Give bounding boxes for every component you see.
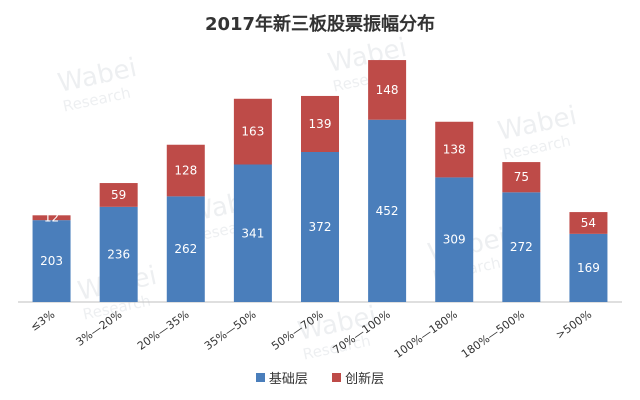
bar-base	[569, 233, 608, 302]
bar-innovation	[502, 162, 541, 193]
bar-innovation	[569, 212, 608, 234]
chart-title: 2017年新三板股票振幅分布	[204, 14, 436, 35]
bar-base	[99, 206, 138, 302]
data-label: 236	[107, 247, 130, 261]
legend-item-base: 基础层	[255, 368, 308, 387]
data-label: 138	[443, 143, 466, 157]
data-label: 262	[174, 242, 197, 256]
data-label: 12	[44, 211, 59, 225]
bar-innovation	[99, 183, 138, 207]
data-label: 372	[309, 220, 332, 234]
bar-base	[32, 220, 71, 302]
x-tick-label: ≤3%	[28, 308, 57, 334]
bar-innovation	[368, 60, 407, 120]
data-label: 128	[174, 164, 197, 178]
data-label: 75	[514, 170, 529, 184]
bar-base	[368, 119, 407, 302]
data-label: 54	[581, 216, 596, 230]
bar-innovation	[233, 98, 272, 165]
legend-swatch-base	[255, 373, 265, 382]
legend-label-base: 基础层	[268, 372, 308, 387]
bar-base	[502, 192, 541, 302]
x-tick-label: 180%—500%	[459, 308, 527, 361]
data-label: 163	[241, 125, 264, 139]
x-tick-label: 35%—50%	[202, 308, 259, 353]
legend-item-innovation: 创新层	[332, 368, 384, 387]
legend: 基础层 创新层	[0, 368, 640, 387]
bar-base	[233, 164, 272, 302]
x-tick-label: 20%—35%	[135, 308, 192, 353]
data-label: 169	[577, 261, 600, 275]
bar-innovation	[32, 215, 71, 221]
x-tick-label: 100%—180%	[392, 308, 460, 361]
data-label: 203	[40, 254, 63, 268]
bar-base	[166, 196, 205, 302]
bar-innovation	[435, 121, 474, 178]
legend-label-innovation: 创新层	[345, 372, 385, 387]
data-label: 139	[309, 117, 332, 131]
legend-swatch-innovation	[332, 373, 342, 382]
bar-innovation	[301, 95, 339, 152]
x-tick-label: >500%	[553, 308, 594, 342]
data-label: 452	[376, 204, 399, 218]
data-label: 59	[111, 188, 126, 202]
bar-base	[301, 152, 339, 302]
bar-innovation	[166, 144, 205, 197]
data-label: 309	[443, 233, 466, 247]
data-label: 148	[376, 83, 399, 97]
bar-base	[435, 177, 474, 302]
data-label: 272	[510, 240, 533, 254]
data-label: 341	[241, 226, 264, 240]
